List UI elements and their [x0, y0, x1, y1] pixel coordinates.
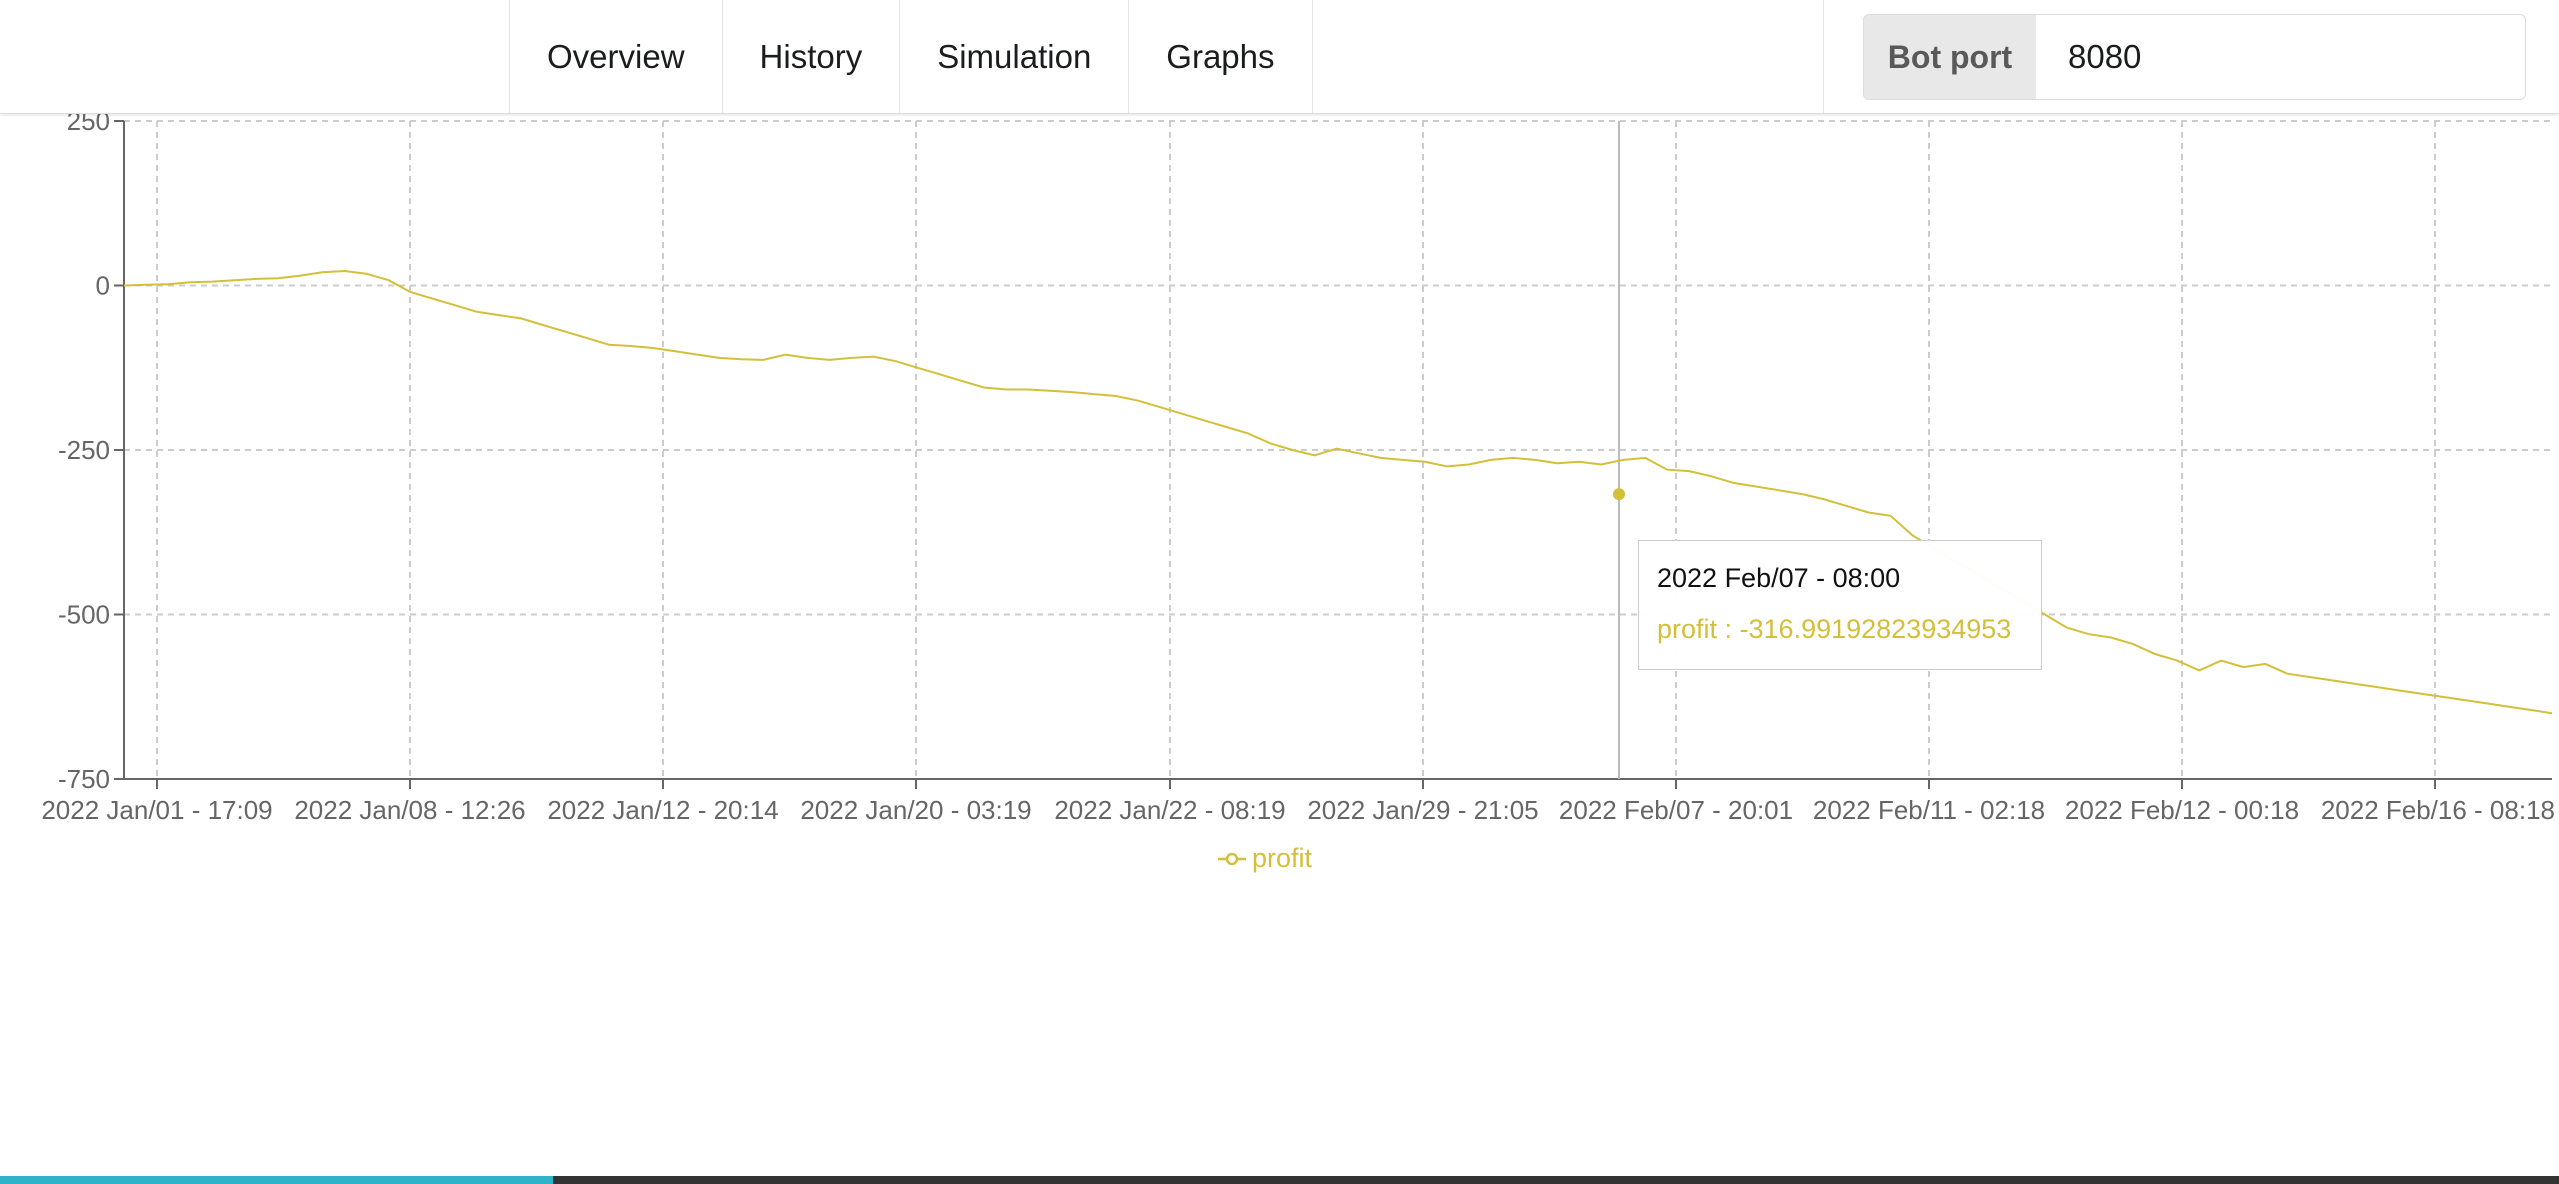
x-tick-label: 2022 Jan/29 - 21:05 — [1307, 795, 1538, 825]
legend-label: profit — [1252, 843, 1313, 873]
x-tick-label: 2022 Jan/20 - 03:19 — [800, 795, 1031, 825]
nav-overview[interactable]: Overview — [510, 0, 723, 113]
y-tick-label: -500 — [58, 600, 110, 630]
bot-port-field: Bot port — [1863, 14, 2526, 100]
x-tick-label: 2022 Feb/16 - 08:18 — [2321, 795, 2555, 825]
y-tick-label: -750 — [58, 764, 110, 794]
main-nav: Overview History Simulation Graphs — [509, 0, 1313, 113]
tooltip-value: profit : -316.99192823934953 — [1657, 614, 2012, 644]
chart-legend[interactable]: profit — [1218, 843, 1312, 874]
x-tick-label: 2022 Jan/22 - 08:19 — [1054, 795, 1285, 825]
nav-graphs[interactable]: Graphs — [1129, 0, 1313, 113]
bottom-progress-strip — [0, 1176, 2559, 1184]
nav-history[interactable]: History — [723, 0, 901, 113]
bottom-strip-rest — [553, 1176, 2559, 1184]
y-tick-label: 0 — [96, 271, 110, 301]
bot-port-input[interactable] — [2036, 15, 2525, 99]
top-navigation-bar: Overview History Simulation Graphs Bot p… — [0, 0, 2559, 114]
x-tick-label: 2022 Feb/11 - 02:18 — [1813, 795, 2045, 825]
profit-chart: 250 0 -250 -500 -750 2022 Jan/01 - 17:09 2022 … — [0, 106, 2559, 913]
legend-line-icon — [1218, 852, 1246, 865]
x-tick-label: 2022 Feb/07 - 20:01 — [1559, 795, 1793, 825]
x-tick-label: 2022 Jan/01 - 17:09 — [41, 795, 272, 825]
nav-simulation[interactable]: Simulation — [900, 0, 1130, 113]
bottom-strip-segment — [0, 1176, 553, 1184]
y-tick-label: -250 — [58, 435, 110, 465]
y-tick-label: 250 — [67, 113, 110, 136]
x-tick-label: 2022 Jan/08 - 12:26 — [294, 795, 525, 825]
x-tick-label: 2022 Jan/12 - 20:14 — [547, 795, 778, 825]
bot-port-label: Bot port — [1864, 15, 2036, 99]
bot-port-section: Bot port — [1823, 0, 2559, 113]
profit-series-line — [123, 269, 2553, 715]
chart-tooltip: 2022 Feb/07 - 08:00 profit : -316.991928… — [1638, 540, 2042, 670]
tooltip-date: 2022 Feb/07 - 08:00 — [1657, 563, 1901, 593]
x-tick-label: 2022 Feb/12 - 00:18 — [2065, 795, 2299, 825]
highlight-point — [1613, 488, 1625, 501]
